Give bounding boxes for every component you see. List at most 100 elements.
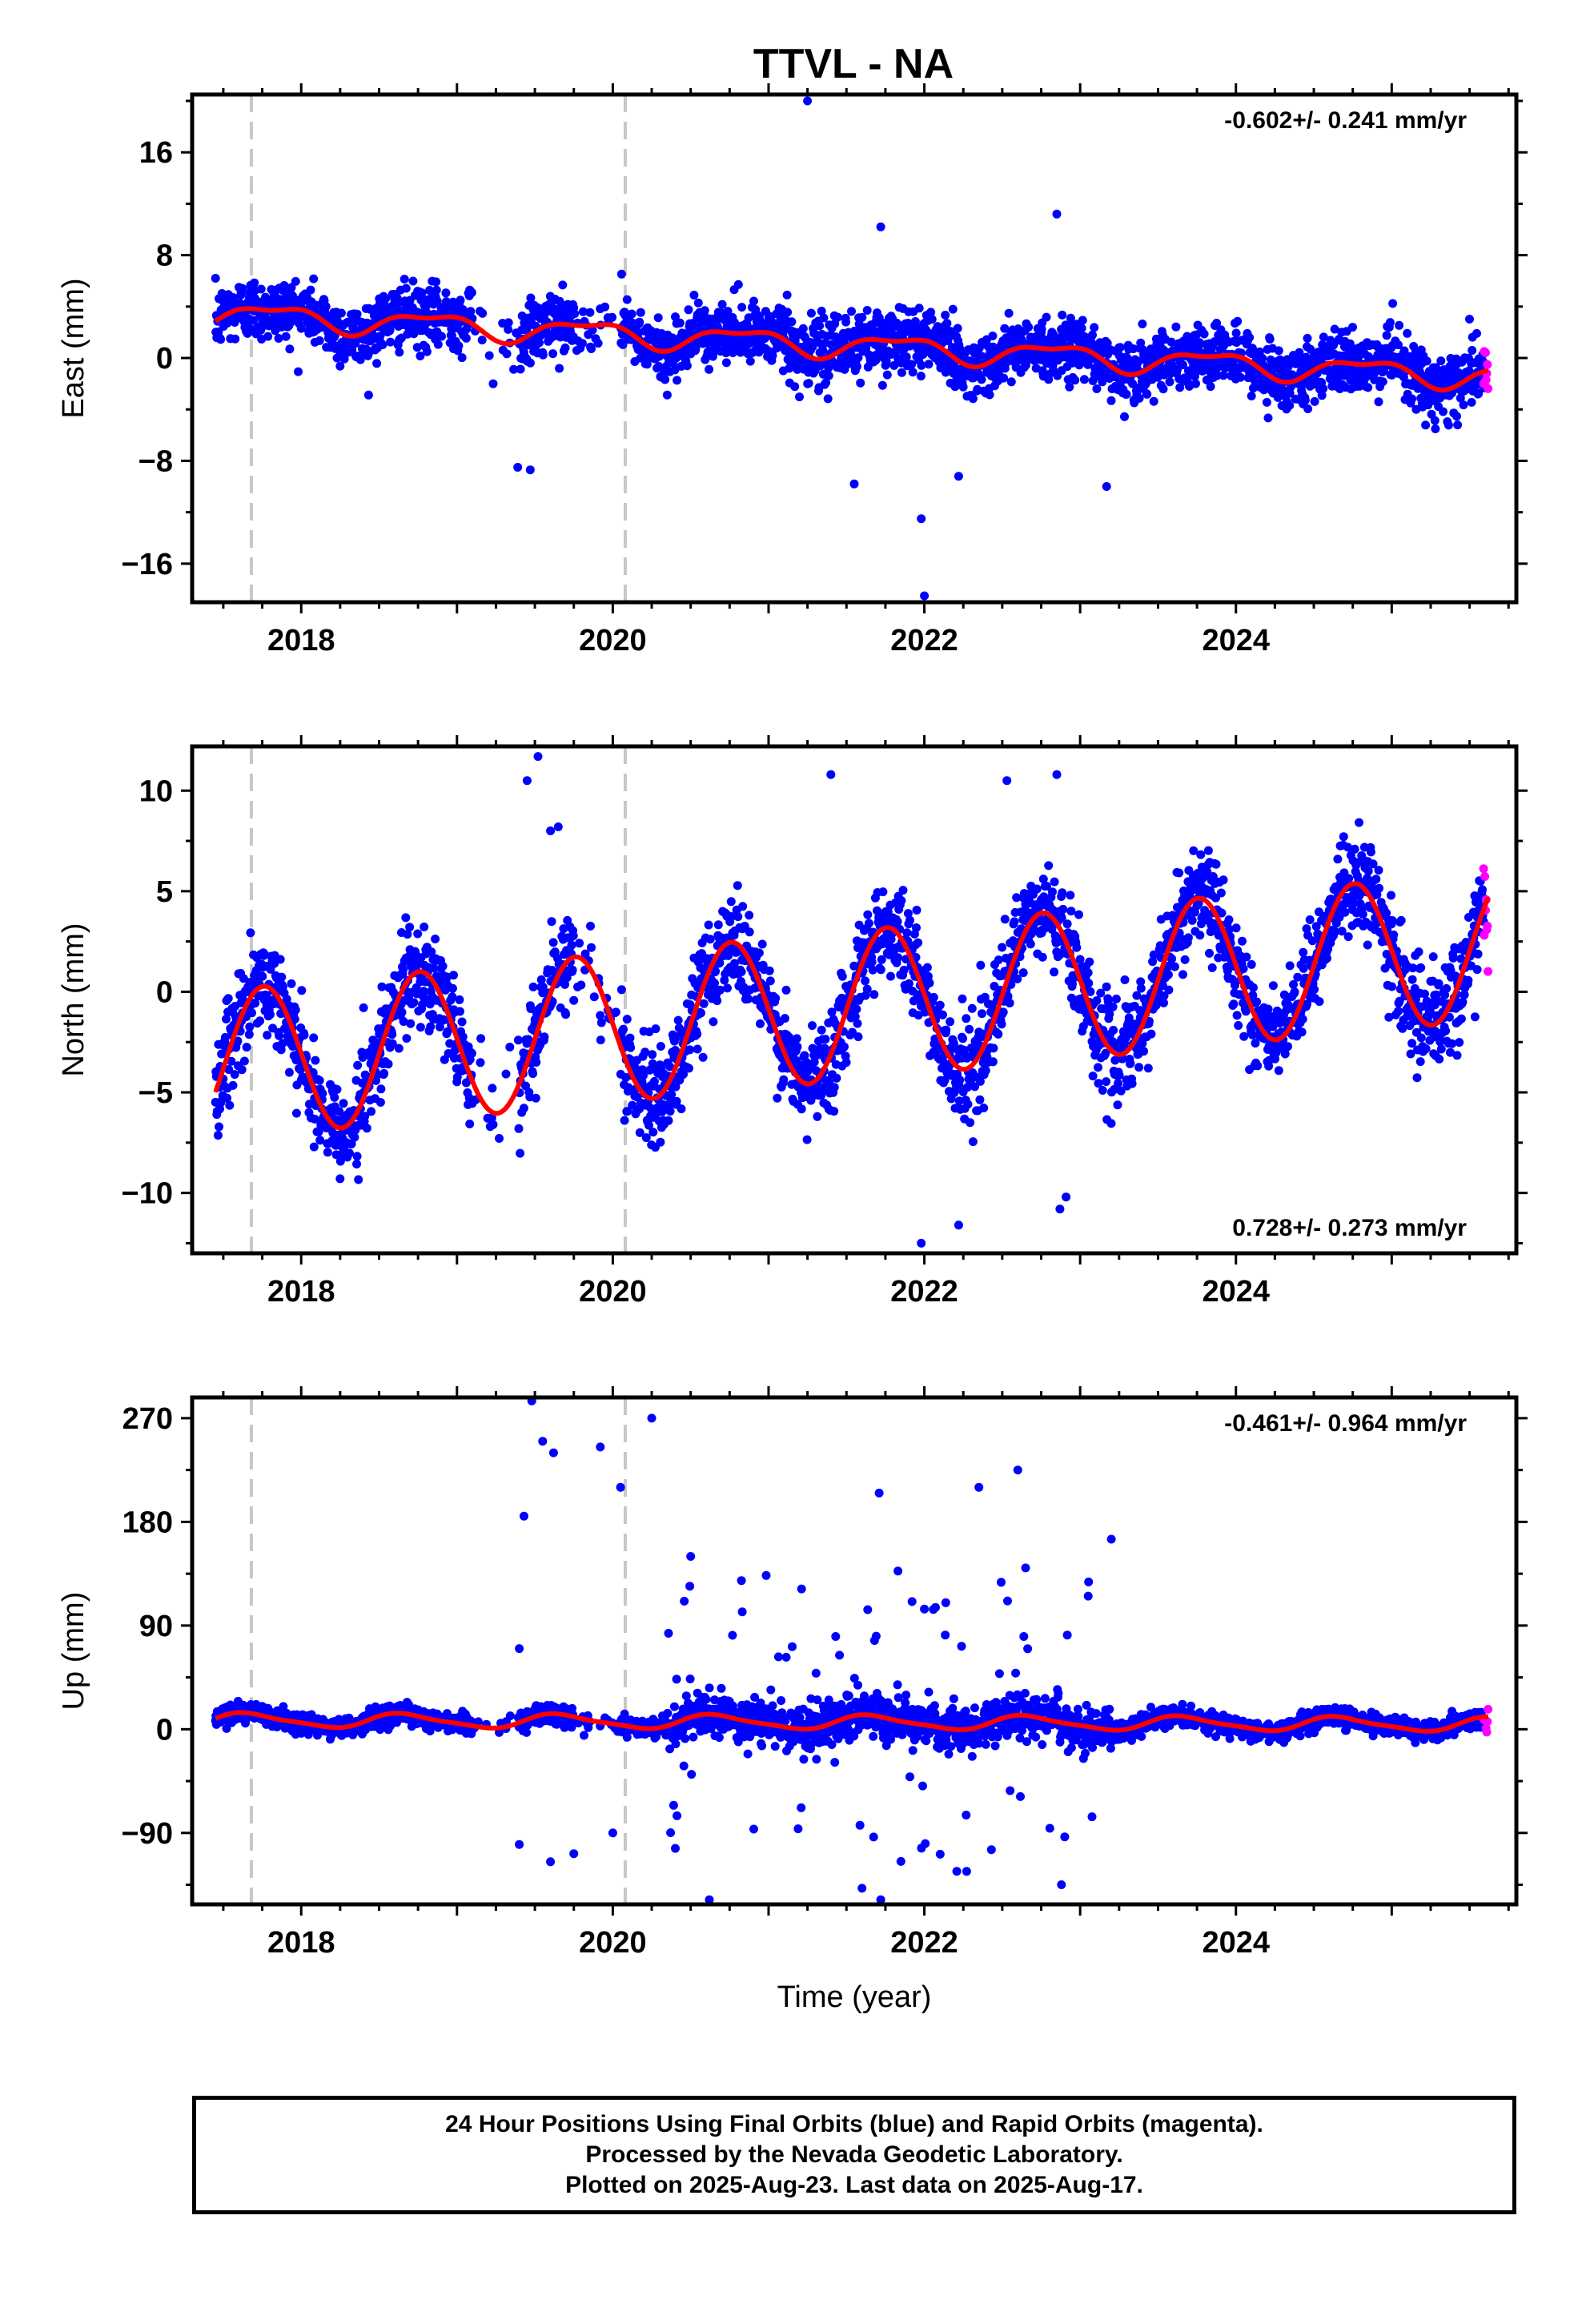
east-point	[823, 394, 833, 404]
north-point	[476, 1034, 486, 1043]
east-point	[653, 313, 663, 323]
north-point	[540, 1032, 549, 1042]
north-point	[352, 1152, 362, 1161]
east-point	[889, 360, 899, 370]
east-point	[682, 361, 692, 371]
north-point	[802, 1135, 812, 1144]
east-point	[484, 351, 494, 360]
north-point	[222, 1015, 231, 1023]
north-point	[639, 1071, 648, 1080]
north-point	[745, 911, 754, 920]
east-point	[1319, 384, 1328, 393]
east-point	[417, 288, 427, 298]
north-point	[954, 1096, 964, 1106]
east-point	[433, 340, 443, 349]
east-point	[1395, 320, 1404, 330]
east-point	[675, 318, 685, 328]
north-point	[426, 1022, 436, 1031]
north-point	[1120, 975, 1130, 984]
north-point	[837, 971, 847, 981]
east-outlier-point	[1052, 209, 1062, 219]
north-point	[635, 1128, 644, 1137]
east-point	[717, 300, 727, 309]
north-point	[416, 1023, 425, 1032]
north-point	[864, 919, 873, 928]
north-point	[596, 1035, 605, 1045]
north-point	[379, 1068, 389, 1078]
east-point	[1382, 331, 1391, 340]
east-point	[1212, 371, 1222, 380]
east-point	[352, 309, 362, 319]
east-point	[1378, 377, 1387, 387]
north-point	[247, 1008, 256, 1018]
north-point	[224, 1065, 234, 1074]
north-point	[495, 1134, 504, 1143]
east-point	[1120, 412, 1129, 421]
north-point	[754, 948, 764, 958]
north-point	[862, 984, 872, 994]
east-point	[881, 356, 891, 366]
east-point	[1129, 344, 1138, 353]
north-point	[863, 910, 873, 919]
north-point	[744, 994, 753, 1003]
north-point	[1207, 963, 1217, 972]
north-point	[465, 1120, 475, 1128]
north-point	[237, 1065, 247, 1075]
north-point	[705, 935, 715, 944]
east-point	[977, 375, 986, 384]
north-point	[644, 1120, 653, 1130]
north-point	[821, 1035, 830, 1044]
east-point	[798, 324, 808, 333]
north-point	[1010, 917, 1019, 927]
north-point	[275, 955, 285, 964]
north-point	[726, 897, 736, 907]
east-point	[1070, 376, 1080, 385]
east-point	[1472, 328, 1481, 338]
north-point	[922, 963, 932, 972]
north-point	[679, 1069, 689, 1079]
north-point	[330, 1092, 339, 1102]
east-point	[790, 382, 800, 392]
east-point	[1431, 424, 1440, 433]
north-point	[1084, 979, 1094, 988]
north-point	[251, 999, 260, 1008]
north-point	[672, 1096, 681, 1106]
east-point	[560, 343, 570, 352]
east-point	[477, 336, 487, 345]
east-point	[1245, 333, 1255, 342]
east-outlier-point	[803, 96, 813, 106]
east-point	[1443, 420, 1453, 430]
north-point	[1114, 1079, 1122, 1088]
north-point	[448, 983, 457, 993]
north-point	[1075, 955, 1085, 964]
east-point	[862, 306, 872, 315]
north-point	[1127, 1079, 1137, 1088]
north-point	[781, 985, 791, 995]
north-point	[989, 1043, 998, 1053]
north-point	[1159, 998, 1168, 1007]
east-point	[882, 370, 892, 380]
north-point	[1044, 861, 1054, 870]
east-point	[1285, 400, 1295, 410]
east-point	[378, 340, 387, 349]
north-point	[1108, 1002, 1118, 1011]
east-outlier-point	[917, 514, 926, 524]
east-point	[1310, 396, 1319, 406]
north-point	[528, 1069, 538, 1079]
north-point	[310, 1115, 319, 1124]
east-point	[916, 372, 926, 381]
north-point	[853, 1019, 862, 1028]
north-point	[975, 1076, 985, 1086]
north-point	[981, 1066, 990, 1076]
north-point	[656, 1137, 665, 1147]
north-point	[771, 994, 781, 1003]
north-point	[997, 1019, 1006, 1029]
north-point	[619, 1024, 628, 1034]
east-point	[306, 285, 315, 295]
north-point	[780, 1014, 789, 1023]
east-point	[1149, 396, 1158, 406]
east-outlier-point	[513, 463, 523, 472]
north-point	[1050, 967, 1059, 977]
north-point	[399, 965, 408, 975]
east-point	[941, 311, 950, 320]
